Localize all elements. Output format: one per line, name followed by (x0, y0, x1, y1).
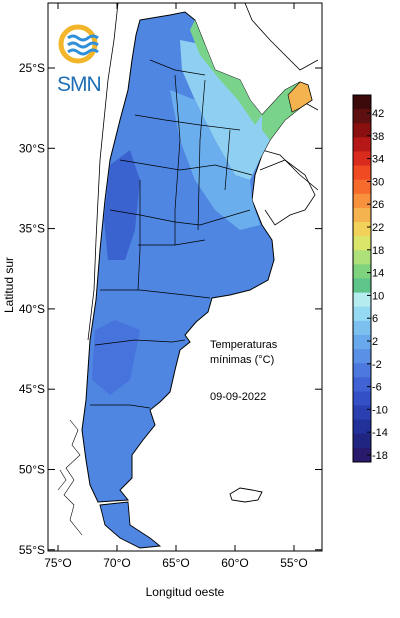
colorbar-label: 30 (372, 176, 384, 188)
smn-logo-text: SMN (57, 73, 101, 96)
colorbar-swatch (353, 349, 371, 364)
colorbar-swatch (353, 123, 371, 138)
warm-band-1 (180, 40, 270, 180)
colorbar-label: -2 (372, 359, 382, 371)
y-axis-label: Latitud sur (2, 257, 16, 313)
colorbar-swatch (353, 109, 371, 124)
colorbar-label: -10 (372, 404, 388, 416)
colorbar-swatch (353, 179, 371, 195)
colorbar-label: -14 (372, 427, 388, 439)
lon-tick-label: 70°O (103, 556, 130, 570)
colorbar-label: 14 (372, 268, 384, 280)
colorbar-label: -6 (372, 382, 382, 394)
colorbar-swatch (353, 207, 371, 223)
colorbar-swatch (353, 278, 371, 294)
lat-tick-label: 40°S (19, 302, 45, 316)
lat-tick-label: 45°S (19, 382, 45, 396)
x-axis-label: Longitud oeste (146, 585, 225, 599)
colorbar-swatch (353, 419, 371, 435)
lon-tick-label: 65°O (162, 556, 189, 570)
colorbar-swatch (353, 165, 371, 181)
colorbar-label: 34 (372, 154, 384, 166)
cold-core-west (104, 150, 140, 260)
colorbar-swatch (353, 222, 371, 237)
colorbar-swatch (353, 151, 371, 166)
colorbar-swatch (353, 447, 371, 463)
colorbar-swatch (353, 264, 371, 279)
lat-tick-label: 35°S (19, 222, 45, 236)
cold-core-south (92, 320, 140, 395)
lat-tick-label: 50°S (19, 463, 45, 477)
lat-tick-label: 30°S (19, 141, 45, 155)
colorbar-swatch (353, 250, 371, 265)
colorbar-swatch (353, 236, 371, 251)
lat-tick-label: 25°S (19, 61, 45, 75)
lon-tick-label: 75°O (44, 556, 71, 570)
colorbar-label: 42 (372, 108, 384, 120)
annotation-date: 09-09-2022 (210, 391, 266, 403)
colorbar-swatch (353, 433, 371, 449)
colorbar-label: 26 (372, 199, 384, 211)
annotation-title-line1: Temperaturas (210, 339, 278, 351)
warm-band-2 (190, 20, 262, 125)
lon-tick-label: 60°O (221, 556, 248, 570)
colorbar-label: 22 (372, 222, 384, 234)
colorbar-swatch (353, 405, 371, 421)
chile-coast-islands (57, 419, 83, 536)
colorbar-frame (352, 94, 372, 463)
misiones-warm (287, 81, 313, 113)
tierra-del-fuego (99, 501, 162, 549)
longitude-axis: 75°O 70°O 65°O 60°O 55°O (44, 3, 308, 570)
lon-tick-label: 55°O (280, 556, 307, 570)
colorbar-swatch (353, 95, 371, 110)
colorbar-label: -18 (372, 450, 388, 462)
colorbar-swatch (353, 334, 371, 350)
colorbar-label: 6 (372, 313, 378, 325)
colorbar-label: 38 (372, 131, 384, 143)
colorbar-label: 18 (372, 245, 384, 257)
colorbar-swatch (353, 193, 371, 209)
colorbar-swatch (353, 363, 371, 378)
colorbar-swatch (353, 320, 371, 336)
smn-logo: SMN (57, 24, 102, 96)
colorbar-swatch (353, 292, 371, 308)
neighbour-borders (87, 2, 319, 341)
colorbar-swatch (353, 377, 371, 392)
colorbar-label: 10 (372, 290, 384, 302)
malvinas-islands (229, 487, 263, 503)
colorbar-swatch (353, 137, 371, 152)
latitude-axis: 25°S 30°S 35°S 40°S 45°S 50°S 55°S (19, 61, 322, 557)
mid-band (170, 90, 260, 230)
argentina-temperature-field (81, 11, 313, 503)
colorbar-swatch (353, 391, 371, 406)
colorbar-label: 2 (372, 336, 378, 348)
colorbar: 42 38 34 30 26 22 18 14 10 6 2 -2 -6 -10 -14 -18 (352, 94, 388, 463)
annotation-title-line2: mínimas (°C) (210, 354, 274, 366)
colorbar-swatch (353, 306, 371, 322)
lat-tick-label: 55°S (19, 543, 45, 557)
